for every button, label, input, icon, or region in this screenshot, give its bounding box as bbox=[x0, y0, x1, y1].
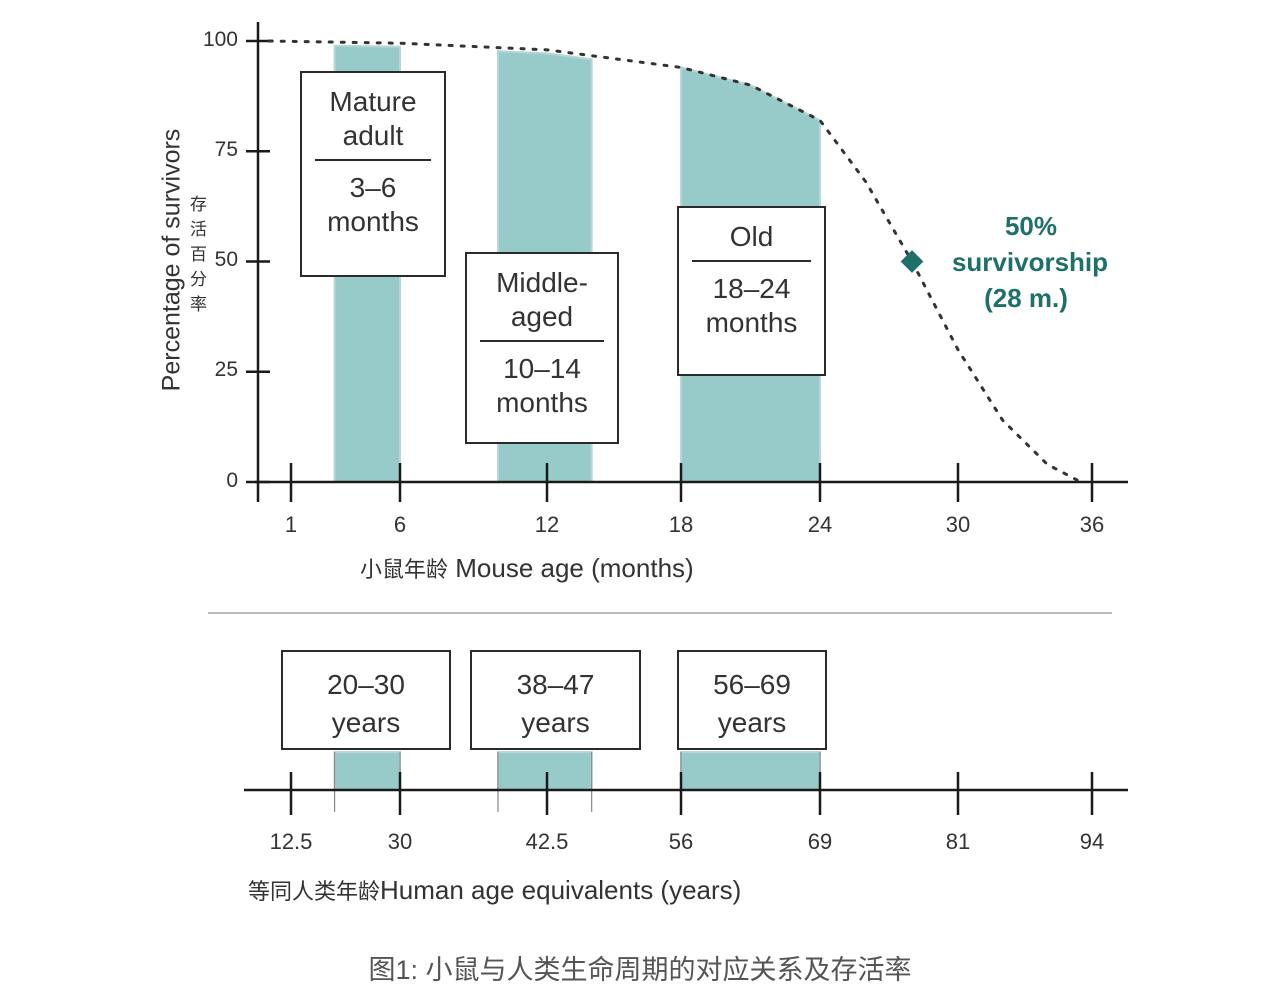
human-age-line: years bbox=[717, 707, 787, 738]
y-tick-label-75: 75 bbox=[214, 138, 238, 161]
box-divider bbox=[692, 260, 811, 262]
human-tick-label-42.5: 42.5 bbox=[525, 829, 569, 854]
stage-range-line: months bbox=[327, 206, 419, 237]
y-axis-title: Percentage of survivors bbox=[157, 128, 186, 392]
stage-box-1: Middle-aged 10–14 months bbox=[465, 252, 619, 444]
human-age-box-0: 20–30 years bbox=[281, 650, 451, 750]
x-axis-title-en: Mouse age (months) bbox=[455, 553, 694, 583]
y-axis-title-cn: 存活百分率 bbox=[190, 195, 207, 315]
y-tick-label-50: 50 bbox=[214, 248, 238, 271]
human-axis-title-cn: 等同人类年龄 bbox=[248, 880, 381, 905]
human-age-box-1: 38–47 years bbox=[470, 650, 641, 750]
human-age-line: years bbox=[521, 707, 590, 738]
stage-range-line: months bbox=[705, 307, 798, 338]
median-survival-marker bbox=[900, 250, 924, 273]
human-range-bar-1 bbox=[497, 751, 593, 791]
figure-caption: 图1: 小鼠与人类生命周期的对应关系及存活率 bbox=[368, 955, 912, 985]
stage-name-line: adult bbox=[342, 120, 404, 151]
stage-range-line: 3–6 bbox=[349, 172, 397, 203]
survivorship-annotation: 50% survivorship (28 m.) bbox=[935, 208, 1135, 316]
y-tick-label-100: 100 bbox=[202, 28, 238, 51]
x-axis-title-cn: 小鼠年龄 bbox=[360, 558, 449, 583]
survival-curve bbox=[267, 39, 1083, 484]
human-axis-title: 等同人类年龄Human age equivalents (years) bbox=[248, 874, 741, 906]
human-age-line: years bbox=[331, 707, 401, 738]
stage-name-line: Old bbox=[729, 221, 774, 252]
stage-box-0: Mature adult 3–6 months bbox=[300, 71, 446, 277]
human-range-bar-2 bbox=[680, 751, 821, 791]
x-tick-label-12: 12 bbox=[534, 512, 560, 537]
human-axis-title-en: Human age equivalents (years) bbox=[380, 875, 742, 905]
x-tick-label-24: 24 bbox=[807, 512, 833, 537]
human-tick-label-94: 94 bbox=[1079, 829, 1105, 854]
human-age-line: 56–69 bbox=[713, 669, 791, 700]
box-divider bbox=[480, 340, 604, 342]
human-age-box-2: 56–69 years bbox=[677, 650, 827, 750]
human-tick-label-81: 81 bbox=[945, 829, 971, 854]
annotation-line-2: survivorship bbox=[951, 247, 1109, 277]
stage-range-line: 18–24 bbox=[712, 273, 791, 304]
x-tick-label-18: 18 bbox=[668, 512, 694, 537]
human-age-line: 20–30 bbox=[327, 669, 405, 700]
human-tick-label-69: 69 bbox=[807, 829, 833, 854]
box-divider bbox=[315, 159, 431, 161]
x-tick-label-36: 36 bbox=[1079, 512, 1105, 537]
annotation-line-1: 50% bbox=[1004, 211, 1058, 241]
human-tick-label-12.5: 12.5 bbox=[269, 829, 313, 854]
stage-name-line: Middle- bbox=[496, 267, 588, 298]
human-range-bar-0 bbox=[333, 751, 402, 791]
y-tick-label-25: 25 bbox=[214, 358, 238, 381]
annotation-line-3: (28 m.) bbox=[984, 283, 1068, 313]
y-tick-label-0: 0 bbox=[226, 469, 238, 492]
human-tick-label-56: 56 bbox=[668, 829, 694, 854]
stage-range-line: 10–14 bbox=[503, 353, 581, 384]
stage-name-line: Mature bbox=[329, 86, 417, 117]
stage-range-line: months bbox=[496, 387, 588, 418]
x-tick-label-1: 1 bbox=[284, 512, 298, 537]
human-tick-label-30: 30 bbox=[387, 829, 413, 854]
human-age-line: 38–47 bbox=[516, 669, 595, 700]
x-tick-label-6: 6 bbox=[393, 512, 407, 537]
stage-name-line: aged bbox=[510, 301, 574, 332]
x-tick-label-30: 30 bbox=[945, 512, 971, 537]
stage-box-2: Old 18–24 months bbox=[677, 206, 826, 376]
x-axis-title: 小鼠年龄 Mouse age (months) bbox=[360, 552, 694, 584]
